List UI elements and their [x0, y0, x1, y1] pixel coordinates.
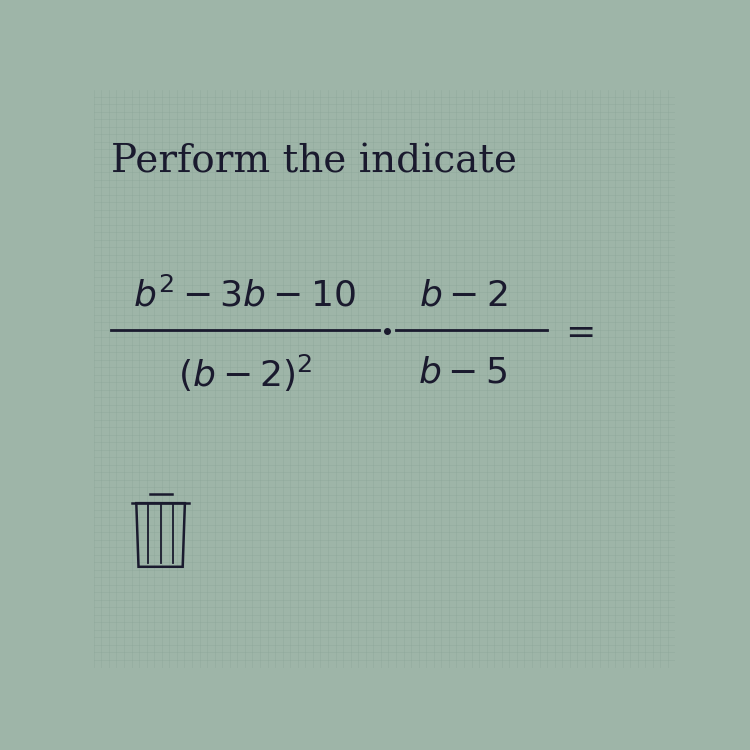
Text: $b^2 - 3b - 10$: $b^2 - 3b - 10$ — [134, 277, 356, 313]
Text: $(b-2)^2$: $(b-2)^2$ — [178, 352, 312, 394]
Text: Perform the indicate: Perform the indicate — [111, 144, 518, 181]
Text: $=$: $=$ — [559, 314, 594, 348]
Text: $b - 2$: $b - 2$ — [419, 278, 507, 312]
Text: $b - 5$: $b - 5$ — [419, 356, 508, 390]
